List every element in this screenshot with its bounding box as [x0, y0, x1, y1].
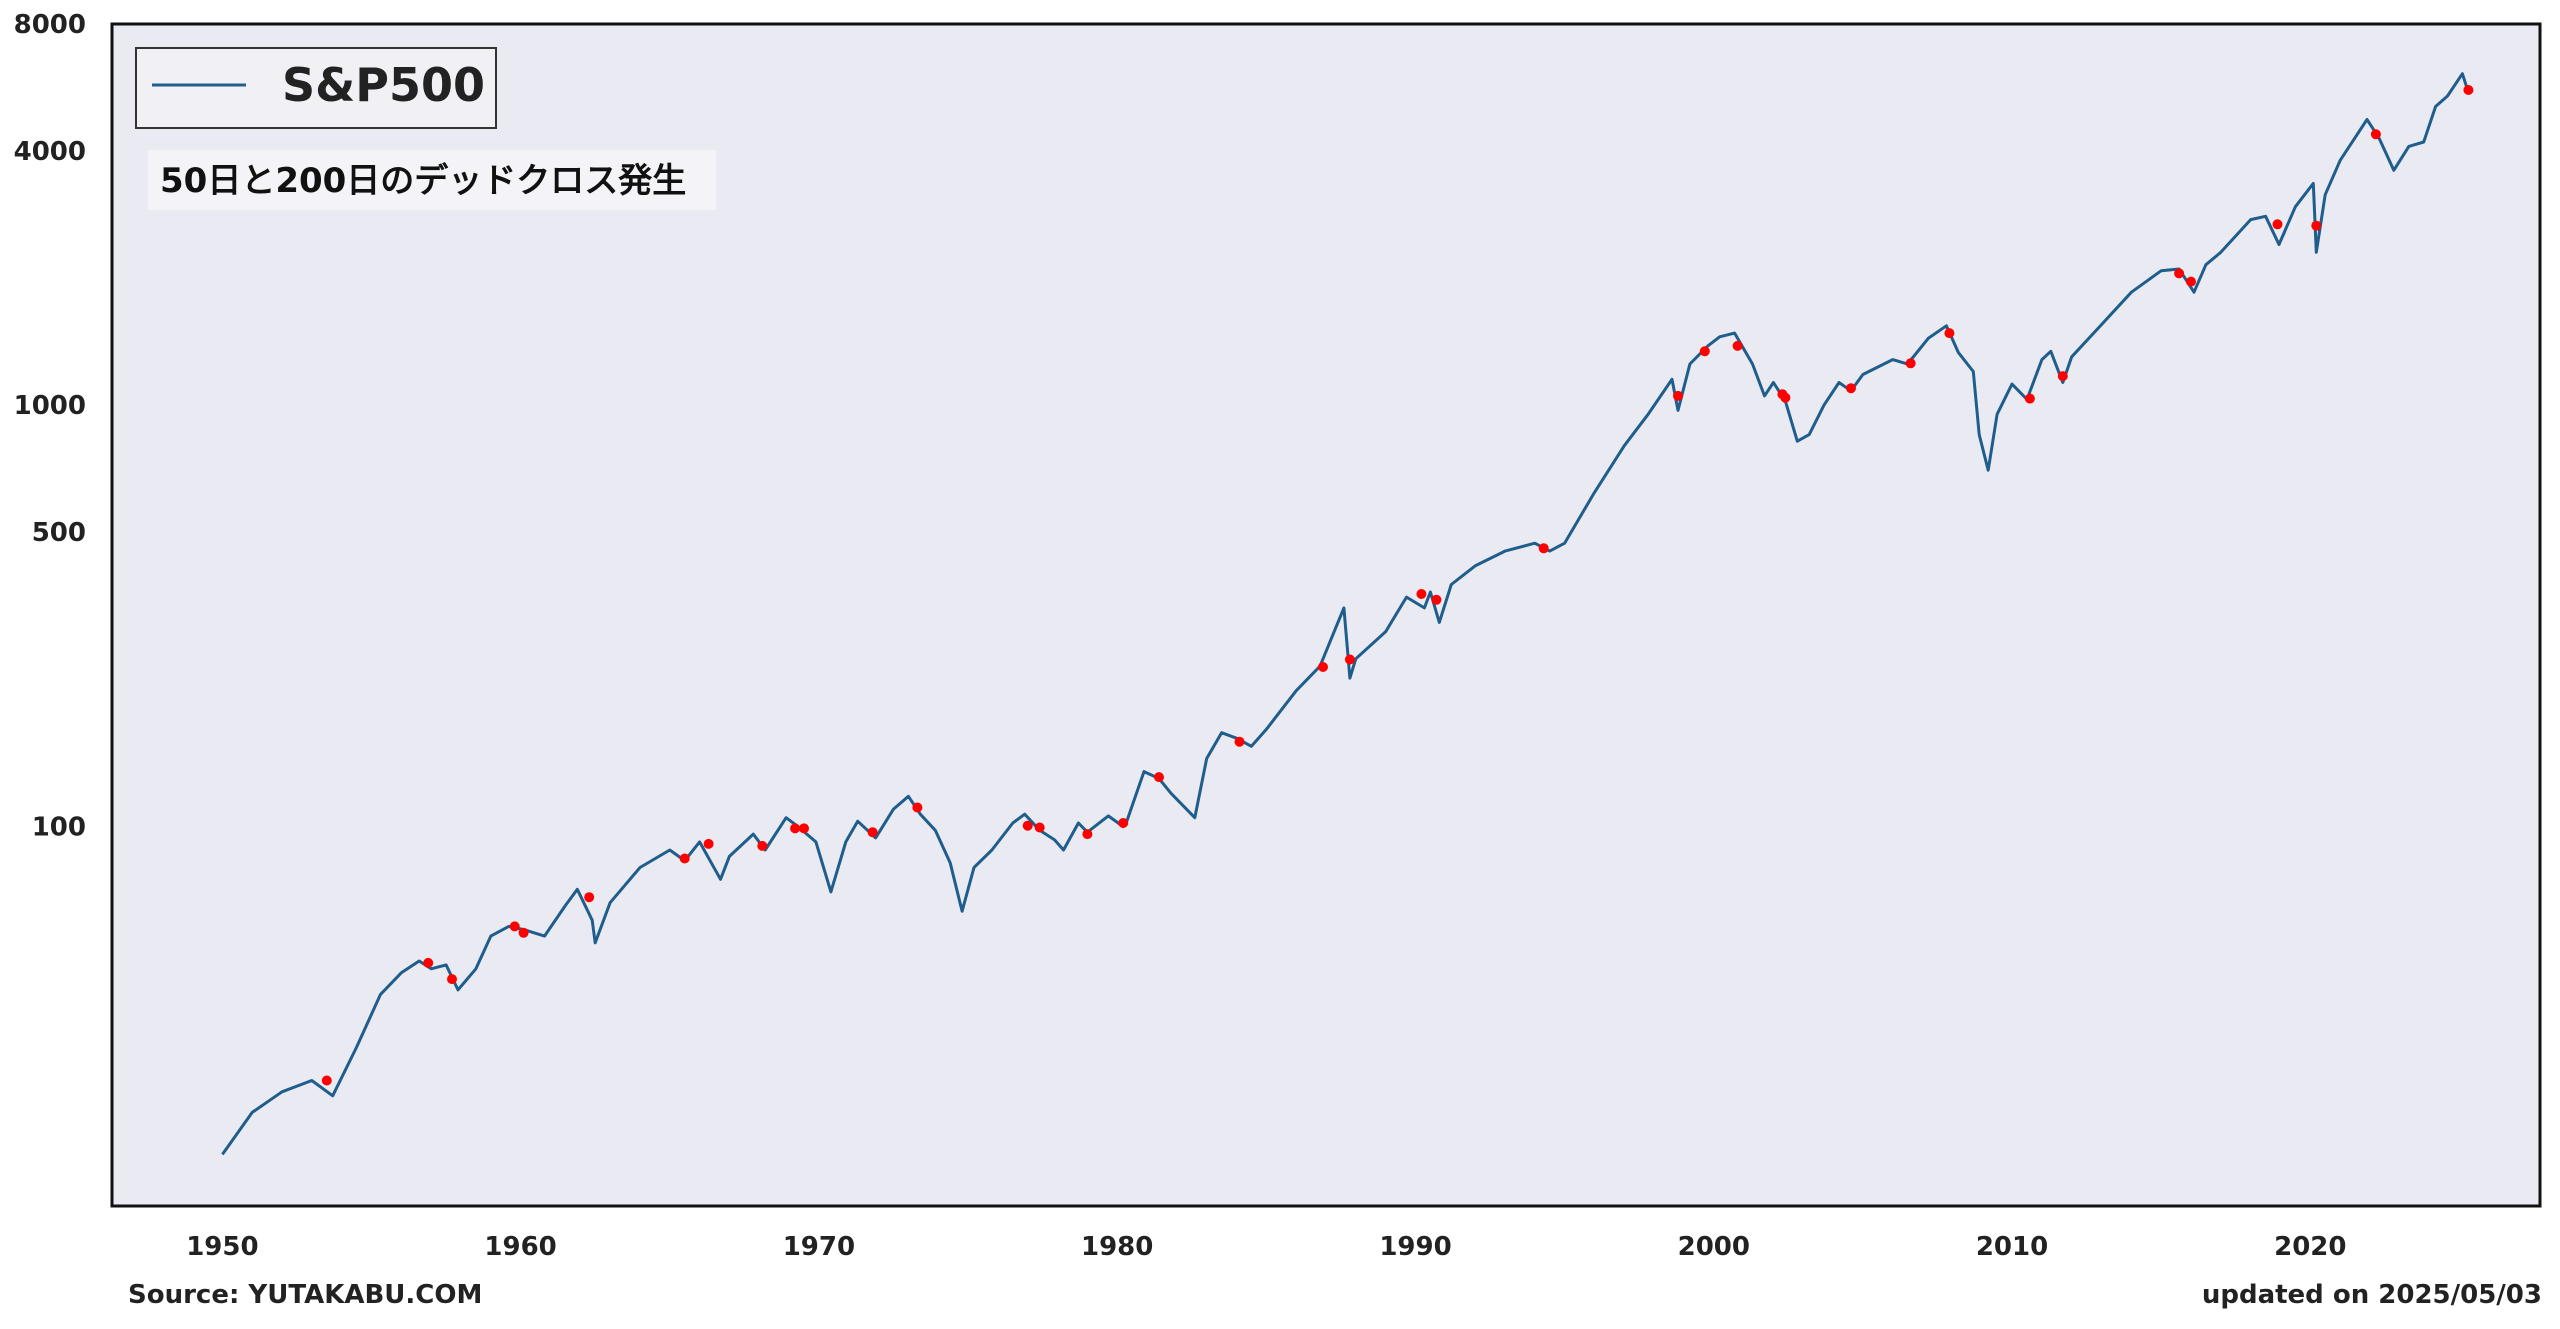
- x-tick-label: 2000: [1678, 1232, 1750, 1262]
- dead-cross-marker: [1780, 392, 1791, 403]
- dead-cross-marker: [799, 823, 809, 834]
- legend-label: S&P500: [282, 58, 485, 112]
- dead-cross-marker: [1699, 346, 1710, 357]
- dead-cross-marker: [757, 840, 768, 851]
- legend-box: [135, 47, 497, 129]
- x-axis-ticks: 1950 1960 1970 1980 1990 2000 2010 2020: [186, 1232, 2346, 1262]
- x-tick-label: 1990: [1379, 1232, 1451, 1262]
- dead-cross-annotation: 50日と200日のデッドクロス発生: [148, 150, 716, 210]
- dead-cross-marker: [2024, 393, 2035, 404]
- dead-cross-markers: [321, 85, 2474, 1086]
- dead-cross-marker: [2272, 219, 2283, 230]
- dead-cross-marker: [423, 957, 434, 968]
- dead-cross-marker: [1154, 772, 1164, 783]
- dead-cross-marker: [1344, 654, 1355, 665]
- dead-cross-marker: [912, 802, 923, 813]
- x-tick-label: 1970: [783, 1232, 855, 1262]
- dead-cross-marker: [1732, 340, 1743, 351]
- y-tick-label: 1000: [14, 391, 86, 421]
- plot-frame: [110, 22, 2542, 1208]
- dead-cross-marker: [1318, 662, 1328, 672]
- y-tick-label: 8000: [14, 10, 86, 40]
- dead-cross-marker: [2370, 129, 2381, 140]
- series-line-sp500: [221, 72, 2472, 1156]
- x-tick-label: 1950: [186, 1232, 258, 1262]
- dead-cross-marker: [2186, 276, 2196, 287]
- legend: S&P500: [135, 47, 497, 129]
- y-axis-ticks: 100 500 1000 4000 8000: [14, 10, 86, 843]
- dead-cross-marker: [1034, 822, 1045, 833]
- y-tick-label: 500: [32, 518, 86, 548]
- dead-cross-marker: [679, 853, 690, 864]
- x-tick-label: 1960: [484, 1232, 556, 1262]
- dead-cross-marker: [321, 1075, 332, 1086]
- dead-cross-marker: [1905, 358, 1916, 369]
- dead-cross-marker: [867, 827, 878, 838]
- dead-cross-marker: [1234, 736, 1245, 747]
- x-tick-label: 2010: [1976, 1232, 2048, 1262]
- dead-cross-marker: [1082, 829, 1093, 840]
- dead-cross-marker: [1673, 390, 1683, 401]
- dead-cross-marker: [1431, 594, 1442, 605]
- dead-cross-marker: [509, 921, 520, 932]
- dead-cross-marker: [2311, 220, 2322, 231]
- dead-cross-marker: [2463, 85, 2474, 95]
- dead-cross-marker: [1118, 818, 1129, 828]
- annotation-text: 50日と200日のデッドクロス発生: [160, 161, 686, 201]
- dead-cross-marker: [1944, 328, 1955, 339]
- y-tick-label: 4000: [14, 137, 86, 167]
- source-text: Source: YUTAKABU.COM: [128, 1280, 483, 1310]
- dead-cross-marker: [2174, 268, 2185, 279]
- annotation-box: [148, 150, 716, 210]
- plot-area: [112, 24, 2540, 1206]
- series-layer: [221, 72, 2472, 1156]
- dead-cross-marker: [1022, 820, 1033, 831]
- dead-cross-marker: [703, 838, 714, 849]
- dead-cross-marker: [1416, 589, 1427, 599]
- dead-cross-marker: [518, 927, 529, 938]
- dead-cross-marker: [447, 974, 457, 985]
- y-tick-label: 100: [32, 813, 86, 843]
- dead-cross-marker: [2057, 371, 2068, 382]
- dead-cross-marker: [584, 892, 595, 903]
- x-tick-label: 1980: [1081, 1232, 1153, 1262]
- dead-cross-marker: [1538, 543, 1549, 554]
- updated-date-text: updated on 2025/05/03: [2201, 1280, 2542, 1310]
- dead-cross-marker: [1846, 383, 1856, 394]
- x-tick-label: 2020: [2274, 1232, 2346, 1262]
- dead-cross-marker: [790, 823, 801, 834]
